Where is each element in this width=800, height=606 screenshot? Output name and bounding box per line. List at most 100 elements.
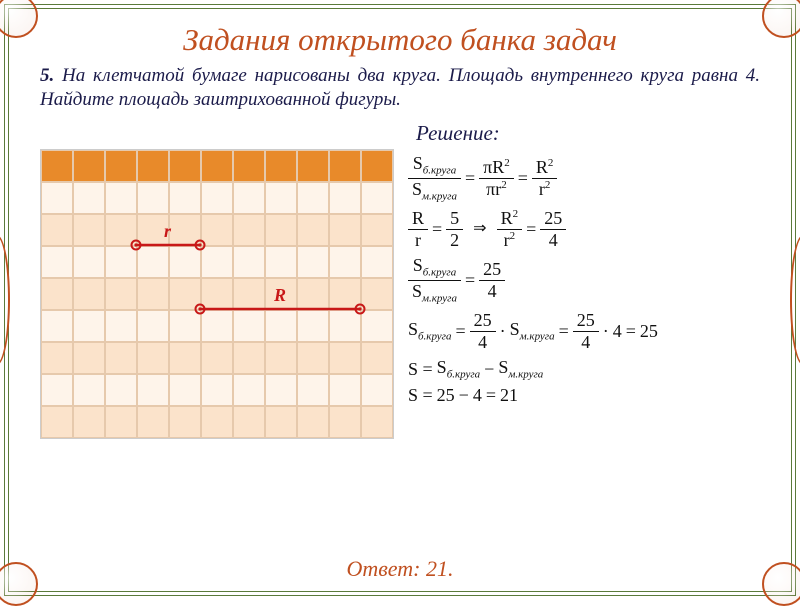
problem-text: 5. На клетчатой бумаге нарисованы два кр…: [40, 64, 760, 113]
equation-3: Sб.круга Sм.круга = 25 4: [408, 256, 760, 305]
radius-r-label: r: [164, 221, 171, 242]
grid-cell: [361, 246, 393, 278]
corner-decoration: [762, 562, 800, 606]
grid-cell: [137, 246, 169, 278]
grid-cell: [361, 374, 393, 406]
grid-cell: [265, 214, 297, 246]
grid-cell: [41, 406, 73, 438]
grid-figure: r R: [40, 149, 394, 439]
radius-R-label: R: [274, 285, 286, 306]
grid-cell: [329, 374, 361, 406]
grid-cell: [329, 150, 361, 182]
grid-cell: [265, 150, 297, 182]
grid-cell: [201, 182, 233, 214]
grid-cell: [201, 214, 233, 246]
grid-cell: [329, 342, 361, 374]
grid-cell: [233, 214, 265, 246]
grid-cell: [73, 342, 105, 374]
grid-cell: [329, 182, 361, 214]
grid-cell: [233, 246, 265, 278]
problem-body: На клетчатой бумаге нарисованы два круга…: [40, 65, 760, 110]
grid-cell: [169, 310, 201, 342]
grid-cell: [169, 214, 201, 246]
page-title: Задания открытого банка задач: [40, 22, 760, 58]
grid-cell: [329, 406, 361, 438]
grid-cell: [105, 278, 137, 310]
grid-cell: [297, 374, 329, 406]
grid-cell: [169, 278, 201, 310]
grid-cell: [329, 214, 361, 246]
grid-cell: [233, 406, 265, 438]
grid-cell: [73, 278, 105, 310]
grid-cell: [329, 310, 361, 342]
grid-cell: [297, 246, 329, 278]
grid-cell: [41, 246, 73, 278]
grid-cell: [41, 310, 73, 342]
grid-cell: [137, 150, 169, 182]
grid-cell: [105, 150, 137, 182]
grid-cell: [169, 374, 201, 406]
grid-cell: [105, 214, 137, 246]
grid-cell: [201, 278, 233, 310]
grid-cell: [361, 150, 393, 182]
grid-cell: [137, 406, 169, 438]
grid-cell: [169, 150, 201, 182]
grid-cell: [201, 150, 233, 182]
solution-block: Решение: Sб.круга Sм.круга = πR2 πr2 = R…: [408, 121, 760, 439]
grid-cell: [169, 406, 201, 438]
grid-cell: [73, 150, 105, 182]
problem-number: 5.: [40, 65, 54, 86]
grid-cell: [137, 374, 169, 406]
grid-cell: [105, 342, 137, 374]
grid-cell: [297, 150, 329, 182]
equation-1: Sб.круга Sм.круга = πR2 πr2 = R2 r2: [408, 154, 760, 203]
grid-cell: [41, 374, 73, 406]
solution-label: Решение:: [416, 121, 760, 146]
grid-cell: [73, 310, 105, 342]
grid-cell: [137, 342, 169, 374]
grid-cell: [201, 246, 233, 278]
grid-cell: [265, 406, 297, 438]
grid-cell: [265, 342, 297, 374]
grid-cell: [105, 310, 137, 342]
grid-cell: [73, 214, 105, 246]
grid-cell: [297, 278, 329, 310]
grid-cell: [41, 214, 73, 246]
grid-cell: [361, 214, 393, 246]
grid-cell: [105, 182, 137, 214]
equation-5: S = Sб.круга − Sм.круга: [408, 358, 760, 381]
grid-cell: [297, 182, 329, 214]
equation-4: Sб.круга = 25 4 · Sм.круга = 25 4 · 4 =: [408, 311, 760, 352]
grid-cell: [233, 150, 265, 182]
grid-cell: [297, 406, 329, 438]
equation-6: S = 25 − 4 = 21: [408, 386, 760, 404]
grid-cell: [361, 182, 393, 214]
grid-cell: [329, 246, 361, 278]
grid-cell: [265, 182, 297, 214]
grid-cell: [265, 246, 297, 278]
answer-text: Ответ: 21.: [16, 556, 784, 582]
equation-2: R r = 5 2 ⇒ R2 r2 = 25: [408, 209, 760, 250]
grid-cell: [105, 246, 137, 278]
grid-cell: [137, 182, 169, 214]
grid-cell: [41, 278, 73, 310]
grid-cell: [105, 406, 137, 438]
grid-cell: [41, 342, 73, 374]
grid-cell: [137, 278, 169, 310]
grid-cell: [201, 342, 233, 374]
grid-cell: [361, 406, 393, 438]
grid-cell: [233, 278, 265, 310]
grid-cell: [361, 310, 393, 342]
grid-cell: [73, 246, 105, 278]
corner-decoration: [0, 562, 38, 606]
grid-cell: [105, 374, 137, 406]
grid-cell: [73, 182, 105, 214]
grid-cell: [169, 342, 201, 374]
grid-cell: [41, 182, 73, 214]
grid-cell: [201, 310, 233, 342]
grid-cell: [233, 182, 265, 214]
grid-cell: [73, 374, 105, 406]
grid-cell: [233, 374, 265, 406]
grid-cell: [265, 374, 297, 406]
grid-cell: [73, 406, 105, 438]
